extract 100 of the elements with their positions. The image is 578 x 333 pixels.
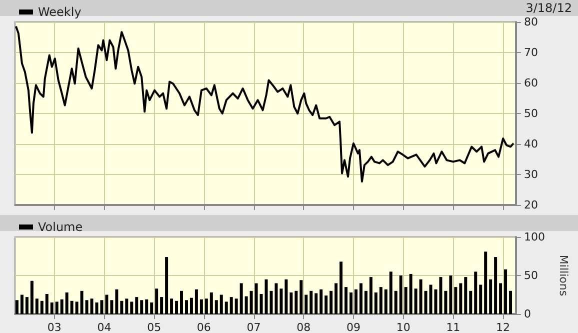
x-tick-label: 10	[396, 321, 410, 333]
bar	[145, 299, 148, 314]
bar	[349, 292, 352, 314]
bar	[364, 290, 368, 314]
bar	[85, 300, 88, 314]
bar	[175, 300, 178, 314]
bar	[224, 302, 228, 314]
bar	[130, 302, 134, 314]
bar	[320, 289, 323, 314]
bar	[240, 283, 243, 314]
bar	[35, 298, 38, 314]
bar	[135, 297, 138, 314]
bar	[110, 300, 114, 314]
bar	[409, 274, 412, 314]
bar	[90, 298, 94, 314]
bar	[170, 298, 174, 314]
x-tick-label: 09	[346, 321, 360, 333]
bar	[484, 252, 488, 314]
bar	[55, 302, 58, 314]
bar	[284, 279, 288, 314]
bar	[464, 277, 468, 314]
legend-label: Weekly	[38, 5, 82, 19]
bar	[374, 292, 378, 314]
x-tick-label: 12	[496, 321, 510, 333]
x-tick-label: 08	[296, 321, 311, 333]
bar	[394, 290, 398, 314]
bar	[75, 302, 78, 314]
bar	[20, 294, 24, 314]
bar	[399, 276, 402, 314]
bar	[344, 287, 348, 314]
bar	[65, 292, 68, 314]
bar	[230, 297, 233, 314]
bar	[194, 289, 198, 314]
bar	[330, 290, 333, 314]
bar	[244, 296, 248, 314]
x-tick-label: 06	[196, 321, 211, 333]
bar	[449, 276, 452, 314]
y-tick-label: 40	[524, 138, 538, 150]
y-tick-label: 50	[524, 269, 538, 282]
bar	[160, 297, 164, 314]
bar	[105, 294, 108, 314]
bar	[25, 297, 28, 314]
bar	[294, 290, 298, 314]
text: 3/18/12	[526, 1, 572, 15]
bar	[30, 280, 34, 314]
x-tick-label: 03	[47, 321, 62, 333]
legend-label: Volume	[38, 220, 83, 234]
bar	[454, 287, 458, 314]
bar	[499, 283, 502, 314]
bar	[509, 290, 512, 314]
bar	[180, 290, 183, 314]
bar	[419, 279, 422, 314]
bar	[424, 290, 428, 314]
bar	[334, 283, 338, 314]
bar	[214, 300, 218, 314]
bar	[115, 289, 118, 314]
bar	[15, 300, 18, 314]
bar	[439, 277, 442, 314]
bar	[494, 257, 498, 314]
bar	[469, 290, 472, 314]
bar	[60, 299, 64, 314]
bar	[270, 290, 273, 314]
bar	[324, 296, 328, 314]
y-tick-label: 20	[524, 198, 538, 212]
bar	[444, 290, 448, 314]
bar	[150, 302, 154, 314]
bar	[504, 269, 508, 314]
bar	[250, 290, 253, 314]
y-tick-label: 60	[524, 76, 538, 90]
x-tick-label: 04	[97, 321, 112, 333]
bar	[479, 284, 482, 314]
y-tick-label: 100	[524, 230, 545, 244]
bar	[314, 293, 318, 314]
bar	[290, 292, 293, 314]
bar	[204, 298, 208, 314]
bar	[389, 272, 392, 314]
y-tick-label: 30	[524, 168, 538, 181]
bar	[165, 257, 168, 314]
bar	[70, 300, 74, 314]
y-axis-title: Millions	[557, 254, 570, 296]
bar	[45, 294, 48, 314]
bar	[474, 272, 478, 314]
bar	[379, 287, 382, 314]
y-tick-label: 70	[524, 46, 538, 59]
bar	[369, 277, 372, 314]
bar	[50, 302, 54, 314]
x-tick-label: 11	[446, 321, 460, 333]
bar	[274, 283, 278, 314]
bar	[210, 292, 213, 314]
bar	[200, 299, 203, 314]
bar	[220, 294, 223, 314]
y-tick-label: 0	[524, 308, 531, 320]
bar	[234, 298, 238, 314]
bar	[459, 283, 462, 314]
bar	[354, 289, 358, 314]
y-tick-label: 80	[524, 16, 538, 28]
bar	[140, 300, 144, 314]
bar	[280, 288, 283, 314]
x-tick-label: 05	[147, 321, 162, 333]
bar	[125, 298, 128, 314]
